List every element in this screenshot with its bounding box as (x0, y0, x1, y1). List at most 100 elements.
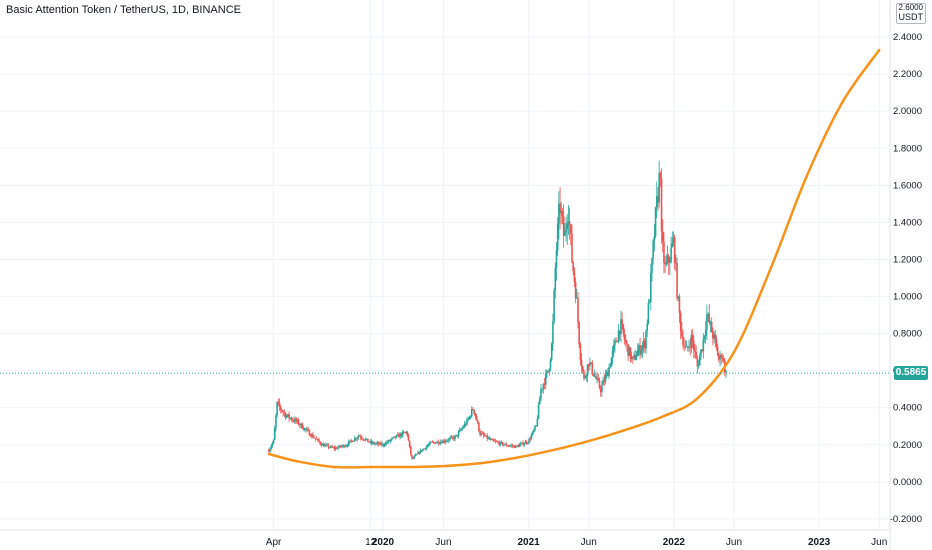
candle-body (639, 345, 641, 355)
axis-unit-label[interactable]: 2.6000 USDT (895, 3, 926, 24)
candle-body (342, 445, 344, 447)
candle-body (638, 345, 640, 351)
candle-body (346, 445, 349, 447)
candle-body (435, 442, 437, 444)
candle-body (423, 448, 425, 450)
candle-body (567, 221, 570, 224)
candle-body (519, 443, 522, 445)
candle-body (581, 366, 584, 371)
candle-body (499, 441, 502, 445)
candle-body (527, 442, 529, 444)
candle-body (622, 324, 625, 334)
candle-body (661, 231, 664, 242)
candle-body (302, 428, 305, 430)
candle-body (580, 360, 583, 367)
candle-body (324, 444, 326, 447)
candle-body (283, 412, 286, 414)
candle-body (629, 347, 632, 360)
candle-body (450, 436, 453, 438)
candle-body (528, 439, 530, 443)
candle-body (634, 354, 637, 360)
y-axis[interactable]: -0.20000.00000.20000.40000.60000.80001.0… (889, 0, 922, 550)
candle-body (340, 446, 343, 447)
candle-body (365, 438, 368, 440)
candle-body (583, 370, 585, 379)
candle-body (696, 358, 699, 367)
candle-body (387, 440, 389, 443)
grid-lines (0, 0, 890, 530)
candle-body (309, 435, 312, 437)
candle-body (413, 456, 416, 459)
candle-body (427, 444, 430, 446)
candle-body (593, 375, 596, 377)
candle-body (630, 356, 633, 360)
candle-body (287, 414, 289, 416)
candle-body (664, 262, 666, 265)
y-tick-label: 2.4000 (893, 32, 922, 43)
candle-body (421, 449, 424, 452)
candle-body (518, 444, 521, 447)
candle-body (469, 416, 472, 418)
candle-body (572, 262, 575, 272)
candle-body (564, 232, 566, 237)
candle-body (396, 434, 399, 436)
candle-body (538, 398, 541, 405)
candle-body (553, 290, 555, 322)
candle-body (675, 262, 677, 264)
candle-body (609, 366, 612, 368)
candle-body (430, 441, 432, 443)
candle-body (339, 445, 342, 447)
candle-body (566, 223, 569, 230)
candle-body (633, 354, 635, 358)
candle-body (616, 341, 619, 343)
candle-body (626, 342, 628, 345)
candle-body (559, 203, 561, 214)
candle-body (472, 409, 474, 410)
candle-body (621, 319, 623, 325)
candle-body (467, 419, 469, 420)
y-tick-label: 2.2000 (893, 69, 922, 80)
x-tick-label: 2021 (518, 537, 541, 548)
candle-body (270, 446, 272, 449)
candle-body (506, 445, 509, 447)
candle-body (460, 429, 462, 431)
candle-body (449, 437, 452, 439)
candle-body (628, 347, 631, 356)
candle-body (353, 438, 356, 441)
candle-body (453, 437, 455, 440)
candle-body (716, 346, 719, 356)
candle-body (707, 313, 709, 315)
candle-body (648, 301, 651, 303)
candle-body (573, 271, 576, 283)
candle-body (480, 433, 483, 435)
candle-body (647, 302, 650, 324)
candle-body (501, 442, 504, 446)
candle-body (494, 441, 497, 442)
candle-body (579, 344, 582, 361)
candle-body (665, 261, 668, 265)
candle-body (275, 415, 277, 428)
candle-body (577, 297, 579, 323)
candle-body (291, 419, 294, 421)
candle-body (653, 236, 656, 242)
candle-body (319, 441, 321, 444)
candle-body (615, 340, 617, 342)
candle-body (684, 345, 687, 347)
y-tick-label: 0.2000 (893, 440, 922, 451)
candle-body (549, 359, 552, 369)
candle-body (702, 339, 705, 352)
candle-body (523, 443, 526, 446)
candle-body (294, 418, 296, 422)
candle-body (371, 442, 374, 444)
candle-body (550, 344, 553, 360)
candle-body (513, 445, 516, 448)
candle-body (398, 434, 400, 438)
candle-body (669, 262, 671, 263)
candle-body (425, 446, 428, 449)
candle-body (451, 436, 454, 438)
candle-body (562, 216, 565, 237)
candle-body (590, 362, 592, 364)
candle-body (644, 340, 646, 349)
